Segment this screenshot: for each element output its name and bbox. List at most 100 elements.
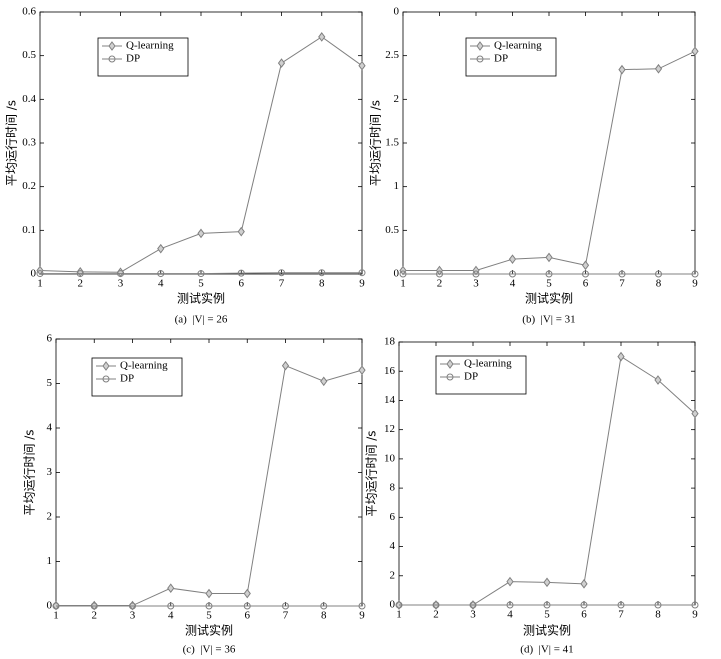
y-tick-label: 2 — [390, 569, 396, 581]
marker-diamond — [618, 64, 626, 75]
x-axis-label: 测试实例 — [177, 291, 225, 306]
marker-diamond — [446, 359, 454, 369]
marker-circle — [358, 602, 366, 610]
x-tick-label: 3 — [470, 609, 476, 621]
x-tick-label: 9 — [359, 610, 365, 622]
marker-diamond — [506, 576, 514, 587]
marker-circle — [691, 270, 699, 278]
y-axis-label: 平均运行时间 /s — [369, 100, 383, 186]
x-tick-label: 5 — [546, 278, 552, 290]
marker-diamond — [691, 46, 699, 57]
x-tick-label: 8 — [656, 278, 662, 290]
x-axis-label: 测试实例 — [525, 291, 573, 306]
x-tick-label: 9 — [692, 609, 698, 621]
x-tick-label: 5 — [198, 278, 204, 290]
marker-diamond — [691, 408, 699, 419]
marker-diamond — [358, 60, 366, 71]
marker-diamond — [108, 41, 116, 51]
marker-circle — [36, 270, 44, 278]
y-tick-label: 0.6 — [22, 6, 36, 18]
x-tick-label: 2 — [78, 278, 84, 290]
x-tick-label: 8 — [319, 278, 325, 290]
y-tick-label: 0.3 — [22, 137, 36, 149]
marker-diamond — [157, 243, 165, 254]
y-tick-label: 1.5 — [385, 137, 399, 149]
y-tick-label: 1 — [47, 555, 53, 567]
y-tick-label: 2 — [47, 511, 53, 523]
x-tick-label: 1 — [396, 609, 402, 621]
marker-circle — [157, 270, 165, 278]
y-tick-label: 5 — [47, 377, 53, 389]
marker-circle — [102, 375, 110, 383]
y-tick-label: 2.5 — [385, 49, 399, 61]
y-tick-label: 16 — [384, 365, 396, 377]
legend-label: Q-learning — [120, 360, 168, 372]
marker-diamond — [543, 577, 551, 588]
series-line — [40, 272, 362, 275]
x-tick-label: 7 — [279, 278, 285, 290]
marker-circle — [582, 270, 589, 278]
marker-circle — [545, 270, 553, 278]
marker-circle — [399, 270, 407, 278]
marker-diamond — [508, 254, 517, 264]
marker-diamond — [476, 41, 484, 51]
marker-diamond — [358, 365, 366, 375]
marker-circle — [318, 269, 326, 277]
marker-diamond — [197, 228, 205, 239]
marker-diamond — [281, 360, 290, 371]
marker-circle — [237, 269, 245, 277]
y-tick-label: 0.4 — [22, 93, 36, 105]
marker-circle — [117, 270, 124, 278]
x-axis-label: 测试实例 — [523, 623, 571, 638]
y-tick-label: 0 — [47, 600, 53, 612]
x-tick-label: 4 — [158, 278, 164, 290]
legend-label: DP — [120, 373, 134, 385]
y-tick-label: 6 — [390, 511, 396, 523]
y-tick-label: 18 — [384, 336, 396, 348]
marker-circle — [509, 270, 516, 278]
marker-diamond — [243, 588, 251, 599]
y-tick-label: 0.5 — [385, 224, 399, 236]
marker-circle — [243, 602, 251, 610]
marker-circle — [358, 269, 366, 277]
marker-circle — [432, 601, 440, 609]
x-tick-label: 6 — [583, 278, 589, 290]
y-tick-label: 12 — [384, 423, 395, 435]
marker-circle — [655, 270, 662, 278]
x-tick-label: 7 — [619, 278, 625, 290]
marker-circle — [469, 601, 477, 609]
x-tick-label: 2 — [433, 609, 439, 621]
y-tick-label: 0 — [390, 599, 396, 611]
caption: (a) |V| = 26 — [175, 314, 228, 326]
marker-circle — [691, 601, 699, 609]
y-tick-label: 0.1 — [22, 224, 36, 236]
x-tick-label: 1 — [53, 610, 59, 622]
legend-label: DP — [126, 53, 140, 65]
y-tick-label: 3 — [47, 466, 53, 478]
legend-label: DP — [494, 53, 508, 65]
caption: (d) |V| = 41 — [520, 644, 573, 656]
marker-diamond — [205, 588, 213, 599]
marker-circle — [278, 269, 285, 277]
y-tick-label: 0 — [394, 6, 400, 18]
x-tick-label: 1 — [37, 278, 43, 290]
x-tick-label: 8 — [655, 609, 661, 621]
legend-label: Q-learning — [464, 358, 512, 370]
y-axis-label: 平均运行时间 /s — [365, 430, 379, 516]
legend-label: DP — [464, 371, 478, 383]
marker-circle — [617, 601, 625, 609]
marker-circle — [320, 602, 328, 610]
marker-diamond — [545, 252, 553, 263]
y-tick-label: 14 — [384, 394, 396, 406]
x-tick-label: 6 — [581, 609, 587, 621]
y-tick-label: 0.2 — [22, 180, 36, 192]
marker-circle — [52, 602, 60, 610]
marker-circle — [395, 601, 403, 609]
legend-label: Q-learning — [494, 40, 542, 52]
marker-circle — [108, 55, 116, 63]
x-tick-label: 3 — [130, 610, 136, 622]
marker-diamond — [237, 226, 245, 237]
y-tick-label: 10 — [384, 452, 396, 464]
marker-circle — [129, 602, 136, 610]
